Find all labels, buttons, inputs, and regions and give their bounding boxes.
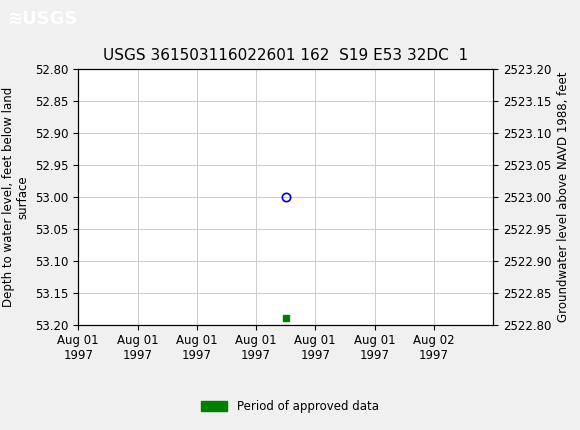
Y-axis label: Depth to water level, feet below land
surface: Depth to water level, feet below land su… — [2, 86, 30, 307]
Legend: Period of approved data: Period of approved data — [197, 395, 383, 418]
Y-axis label: Groundwater level above NAVD 1988, feet: Groundwater level above NAVD 1988, feet — [557, 71, 570, 322]
Title: USGS 361503116022601 162  S19 E53 32DC  1: USGS 361503116022601 162 S19 E53 32DC 1 — [103, 49, 468, 64]
Text: ≋USGS: ≋USGS — [7, 9, 78, 27]
